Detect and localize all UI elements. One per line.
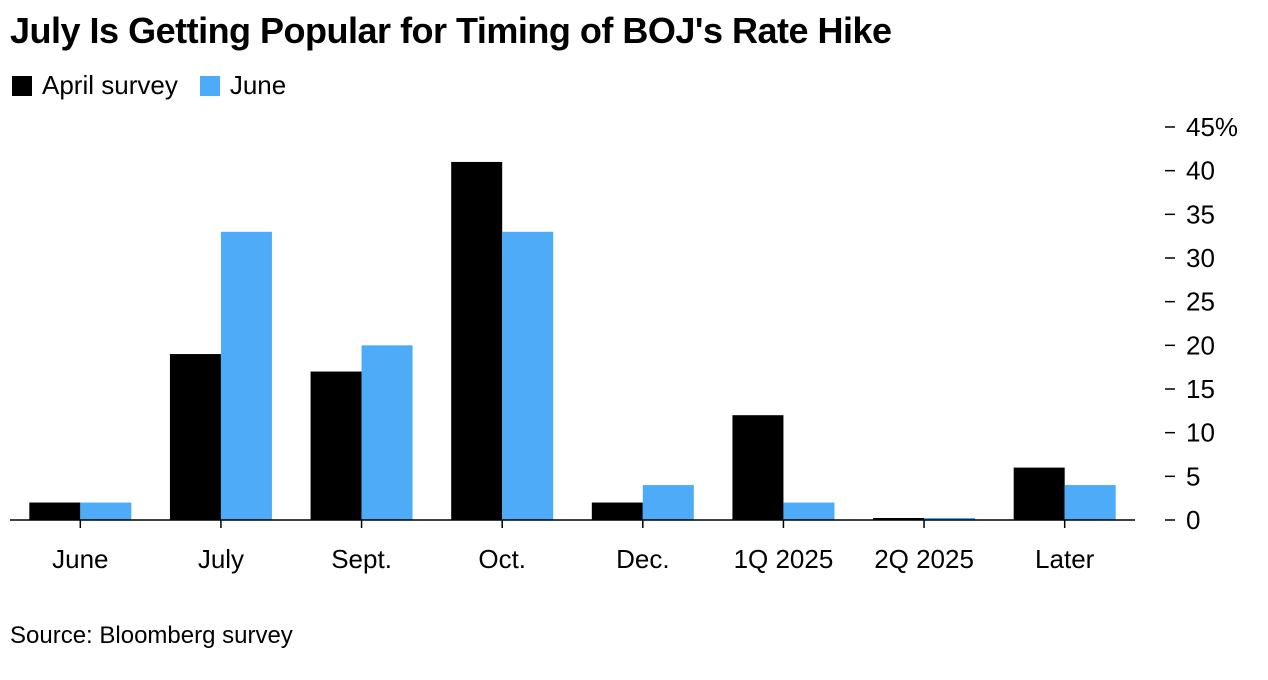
legend-label-june: June	[229, 70, 287, 100]
legend: April survey June	[12, 70, 308, 101]
y-tick-label-0: 0	[1186, 505, 1200, 535]
bar-june-2	[361, 345, 413, 520]
source-note: Source: Bloomberg survey	[10, 622, 293, 649]
legend-label-april: April survey	[42, 70, 178, 100]
bar-april-6	[873, 518, 925, 520]
bar-april-3	[451, 161, 503, 520]
x-tick-label-2: Sept.	[331, 544, 392, 574]
y-tick-label-1: 5	[1186, 461, 1200, 491]
y-tick-label-5: 25	[1186, 287, 1215, 317]
chart-title: July Is Getting Popular for Timing of BO…	[10, 10, 892, 51]
bar-april-0	[29, 502, 81, 520]
legend-swatch-april	[12, 75, 32, 96]
bar-april-5	[732, 415, 784, 520]
y-tick-label-3: 15	[1186, 374, 1215, 404]
bar-april-4	[591, 502, 643, 520]
x-tick-label-3: Oct.	[478, 544, 526, 574]
x-tick-label-7: Later	[1035, 544, 1095, 574]
bar-june-3	[502, 231, 554, 521]
y-tick-label-2: 10	[1186, 418, 1215, 448]
y-tick-label-7: 35	[1186, 199, 1215, 229]
bar-june-5	[783, 502, 835, 520]
bar-june-7	[1064, 485, 1116, 520]
bar-april-1	[169, 354, 221, 520]
legend-swatch-june	[199, 75, 220, 96]
y-tick-label-8: 40	[1186, 156, 1215, 186]
x-tick-label-6: 2Q 2025	[874, 544, 974, 574]
x-tick-label-0: June	[52, 544, 108, 574]
bar-april-2	[310, 371, 362, 520]
legend-item-april: April survey	[12, 70, 178, 101]
y-tick-label-9: 45%	[1186, 112, 1238, 142]
bar-june-1	[220, 231, 272, 521]
x-tick-label-1: July	[198, 544, 244, 574]
x-tick-label-5: 1Q 2025	[734, 544, 834, 574]
x-tick-label-4: Dec.	[616, 544, 669, 574]
legend-item-june: June	[199, 70, 287, 101]
bar-june-4	[642, 485, 694, 520]
bar-april-7	[1013, 467, 1065, 520]
bar-june-0	[80, 502, 132, 520]
y-tick-label-6: 30	[1186, 243, 1215, 273]
y-tick-label-4: 20	[1186, 330, 1215, 360]
bar-june-6	[924, 518, 976, 520]
